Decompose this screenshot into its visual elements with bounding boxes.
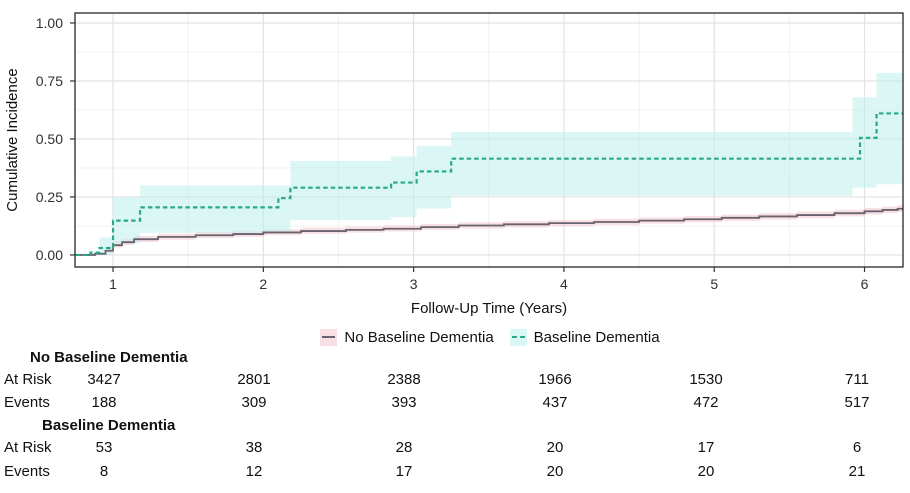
y-axis-tick-label: 0.75: [36, 73, 63, 89]
risk-row-label: Events: [4, 394, 50, 411]
risk-value: 20: [697, 463, 715, 480]
chart-legend: No Baseline Dementia Baseline Dementia: [70, 327, 910, 347]
x-axis-tick-label: 4: [560, 276, 568, 292]
x-axis-tick-label: 6: [861, 276, 869, 292]
risk-value: 12: [245, 463, 263, 480]
risk-value: 3427: [87, 371, 121, 388]
risk-group-header: Baseline Dementia: [42, 417, 176, 434]
legend-item-baseline-dementia: Baseline Dementia: [509, 328, 660, 346]
dashed-line-swatch: [511, 336, 525, 338]
risk-value: 17: [697, 439, 715, 456]
cumulative-incidence-chart: 1 2 3 4 5 6 0.00 0.25 0.50 0.75 1.00 Follow-Up Time…: [4, 12, 904, 317]
risk-value: 1530: [689, 371, 723, 388]
dashed-line-key-icon: [509, 328, 527, 346]
risk-group-header: No Baseline Dementia: [30, 349, 188, 366]
risk-value: 20: [546, 439, 564, 456]
x-axis-title: Follow-Up Time (Years): [411, 300, 567, 317]
x-axis-tick-label: 1: [109, 276, 117, 292]
risk-value: 188: [91, 394, 117, 411]
risk-value: 472: [693, 394, 719, 411]
series-line-no-baseline-dementia: [75, 207, 903, 256]
risk-value: 28: [395, 439, 413, 456]
risk-value: 38: [245, 439, 263, 456]
y-axis-tick-label: 1.00: [36, 15, 63, 31]
risk-value: 20: [546, 463, 564, 480]
legend-label-no-baseline-dementia: No Baseline Dementia: [344, 328, 494, 346]
x-axis-tick-label: 3: [410, 276, 418, 292]
risk-row-label: At Risk: [4, 439, 52, 456]
risk-row-label: Events: [4, 463, 50, 480]
y-axis-tick-label: 0.25: [36, 189, 63, 205]
solid-line-swatch: [322, 336, 336, 338]
y-axis-title: Cumulative Incidence: [4, 68, 21, 211]
y-axis-tick-label: 0.00: [36, 247, 63, 263]
x-axis-tick-label: 5: [710, 276, 718, 292]
y-axis-tick-label: 0.50: [36, 131, 63, 147]
risk-value: 17: [395, 463, 413, 480]
risk-value: 8: [99, 463, 109, 480]
risk-row-label: At Risk: [4, 371, 52, 388]
solid-line-key-icon: [320, 328, 338, 346]
risk-value: 437: [542, 394, 568, 411]
confidence-band-no-baseline-dementia: [108, 205, 904, 253]
x-axis-tick-label: 2: [259, 276, 267, 292]
risk-value: 393: [391, 394, 417, 411]
confidence-band-baseline-dementia: [99, 72, 903, 255]
risk-value: 2801: [237, 371, 271, 388]
risk-value: 711: [845, 371, 869, 388]
risk-value: 6: [852, 439, 862, 456]
legend-label-baseline-dementia: Baseline Dementia: [533, 328, 660, 346]
risk-value: 21: [848, 463, 866, 480]
risk-value: 53: [95, 439, 113, 456]
series-line-baseline-dementia: [75, 112, 903, 257]
risk-value: 2388: [387, 371, 421, 388]
risk-value: 1966: [538, 371, 572, 388]
legend-item-no-baseline-dementia: No Baseline Dementia: [320, 328, 494, 346]
panel-border: [74, 12, 904, 268]
risk-value: 309: [241, 394, 267, 411]
risk-value: 517: [844, 394, 870, 411]
